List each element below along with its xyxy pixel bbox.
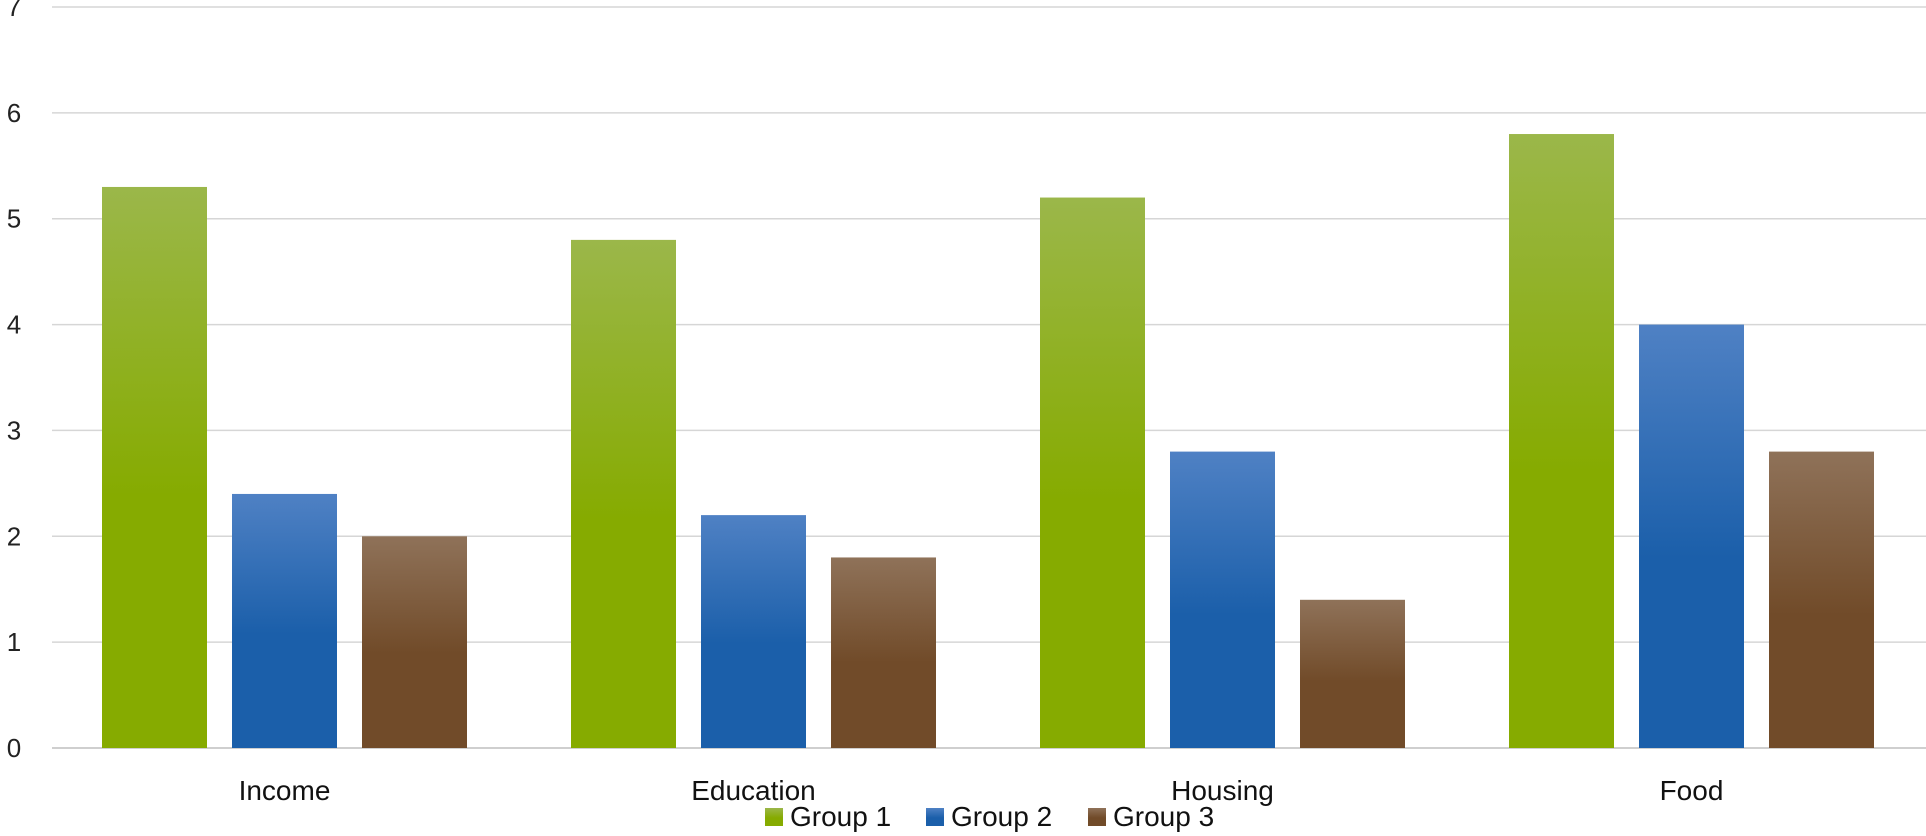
- legend-swatch-group-1: [765, 808, 783, 826]
- bar-income-group-2: [232, 493, 337, 748]
- x-axis-categories: Income Education Housing Food: [239, 775, 1724, 806]
- y-tick-label: 4: [7, 310, 21, 340]
- y-tick-label: 6: [7, 98, 21, 128]
- y-tick-label: 3: [7, 415, 21, 445]
- y-tick-label: 5: [7, 204, 21, 234]
- y-tick-label: 1: [7, 627, 21, 657]
- bar-food-group-1: [1509, 134, 1614, 748]
- y-tick-label: 0: [7, 733, 21, 763]
- bar-food-group-3: [1769, 451, 1874, 748]
- y-tick-label: 7: [7, 0, 21, 22]
- bar-housing-group-2: [1170, 451, 1275, 748]
- bar-income-group-1: [102, 186, 207, 748]
- bar-income-group-3: [362, 536, 467, 748]
- x-category-label: Education: [691, 775, 816, 806]
- bar-housing-group-3: [1300, 599, 1405, 748]
- legend-swatch-group-3: [1088, 808, 1106, 826]
- legend-label-group-2: Group 2: [951, 801, 1052, 832]
- y-tick-label: 2: [7, 521, 21, 551]
- x-category-label: Income: [239, 775, 331, 806]
- y-axis-ticks: 0 1 2 3 4 5 6 7: [7, 0, 21, 763]
- x-category-label: Food: [1660, 775, 1724, 806]
- legend-label-group-1: Group 1: [790, 801, 891, 832]
- bar-education-group-3: [831, 557, 936, 748]
- bars: [102, 134, 1874, 749]
- x-category-label: Housing: [1171, 775, 1274, 806]
- legend: Group 1 Group 2 Group 3: [765, 801, 1214, 832]
- bar-education-group-1: [571, 239, 676, 748]
- bar-housing-group-1: [1040, 197, 1145, 749]
- legend-label-group-3: Group 3: [1113, 801, 1214, 832]
- bar-food-group-2: [1639, 324, 1744, 748]
- legend-swatch-group-2: [926, 808, 944, 826]
- bar-education-group-2: [701, 515, 806, 748]
